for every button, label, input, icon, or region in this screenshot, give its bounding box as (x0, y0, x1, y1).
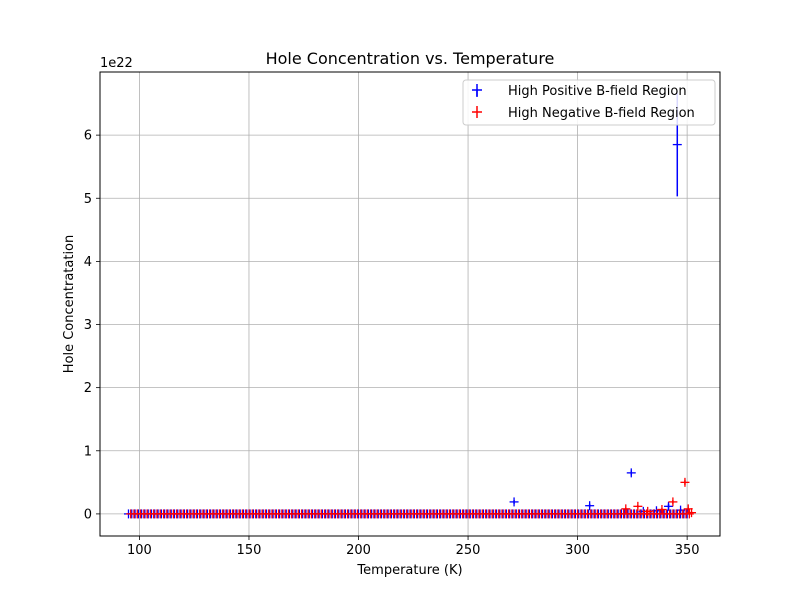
legend-marker-negative (472, 106, 482, 118)
legend-marker-positive (472, 84, 482, 97)
x-tick-label: 100 (127, 543, 152, 558)
y-tick-label: 1 (84, 444, 92, 459)
data-point-negative (687, 508, 697, 518)
data-point-negative (621, 504, 631, 514)
plot-frame (99, 71, 721, 537)
x-tick-label: 350 (675, 543, 700, 558)
data-point-positive (676, 505, 686, 515)
data-point-positive (585, 501, 595, 511)
legend: High Positive B-field Region High Negati… (462, 79, 716, 126)
data-point-negative (684, 509, 694, 519)
x-tick-label: 250 (456, 543, 481, 558)
x-axis-ticks: 100 150 200 250 300 350 (127, 536, 700, 558)
y-tick-label: 5 (84, 192, 92, 207)
x-tick-label: 200 (346, 543, 371, 558)
y-tick-label: 4 (84, 255, 92, 270)
grid (100, 72, 720, 536)
legend-label-negative: High Negative B-field Region (508, 106, 695, 121)
legend-label-positive: High Positive B-field Region (508, 84, 687, 99)
data-point-negative (680, 477, 690, 487)
data-point-positive (509, 497, 519, 507)
y-axis-label: Hole Concentratation (62, 235, 77, 374)
y-tick-label: 2 (84, 381, 92, 396)
chart-title: Hole Concentration vs. Temperature (266, 49, 555, 68)
data-point-negative (657, 504, 667, 514)
x-tick-label: 150 (237, 543, 262, 558)
data-point-negative (668, 497, 678, 507)
y-tick-label: 0 (84, 507, 92, 522)
legend-box (462, 79, 716, 126)
x-tick-label: 300 (565, 543, 590, 558)
data-point-negative (643, 506, 653, 516)
y-tick-label: 6 (84, 129, 92, 144)
plot-series (123, 92, 697, 519)
data-point-positive (664, 501, 674, 511)
y-tick-label: 3 (84, 318, 92, 333)
data-point-negative (633, 501, 643, 511)
y-axis-ticks: 0 1 2 3 4 5 6 (84, 129, 100, 522)
data-point-positive (626, 468, 636, 478)
y-axis-offset-label: 1e22 (100, 56, 133, 71)
x-axis-label: Temperature (K) (356, 563, 462, 578)
